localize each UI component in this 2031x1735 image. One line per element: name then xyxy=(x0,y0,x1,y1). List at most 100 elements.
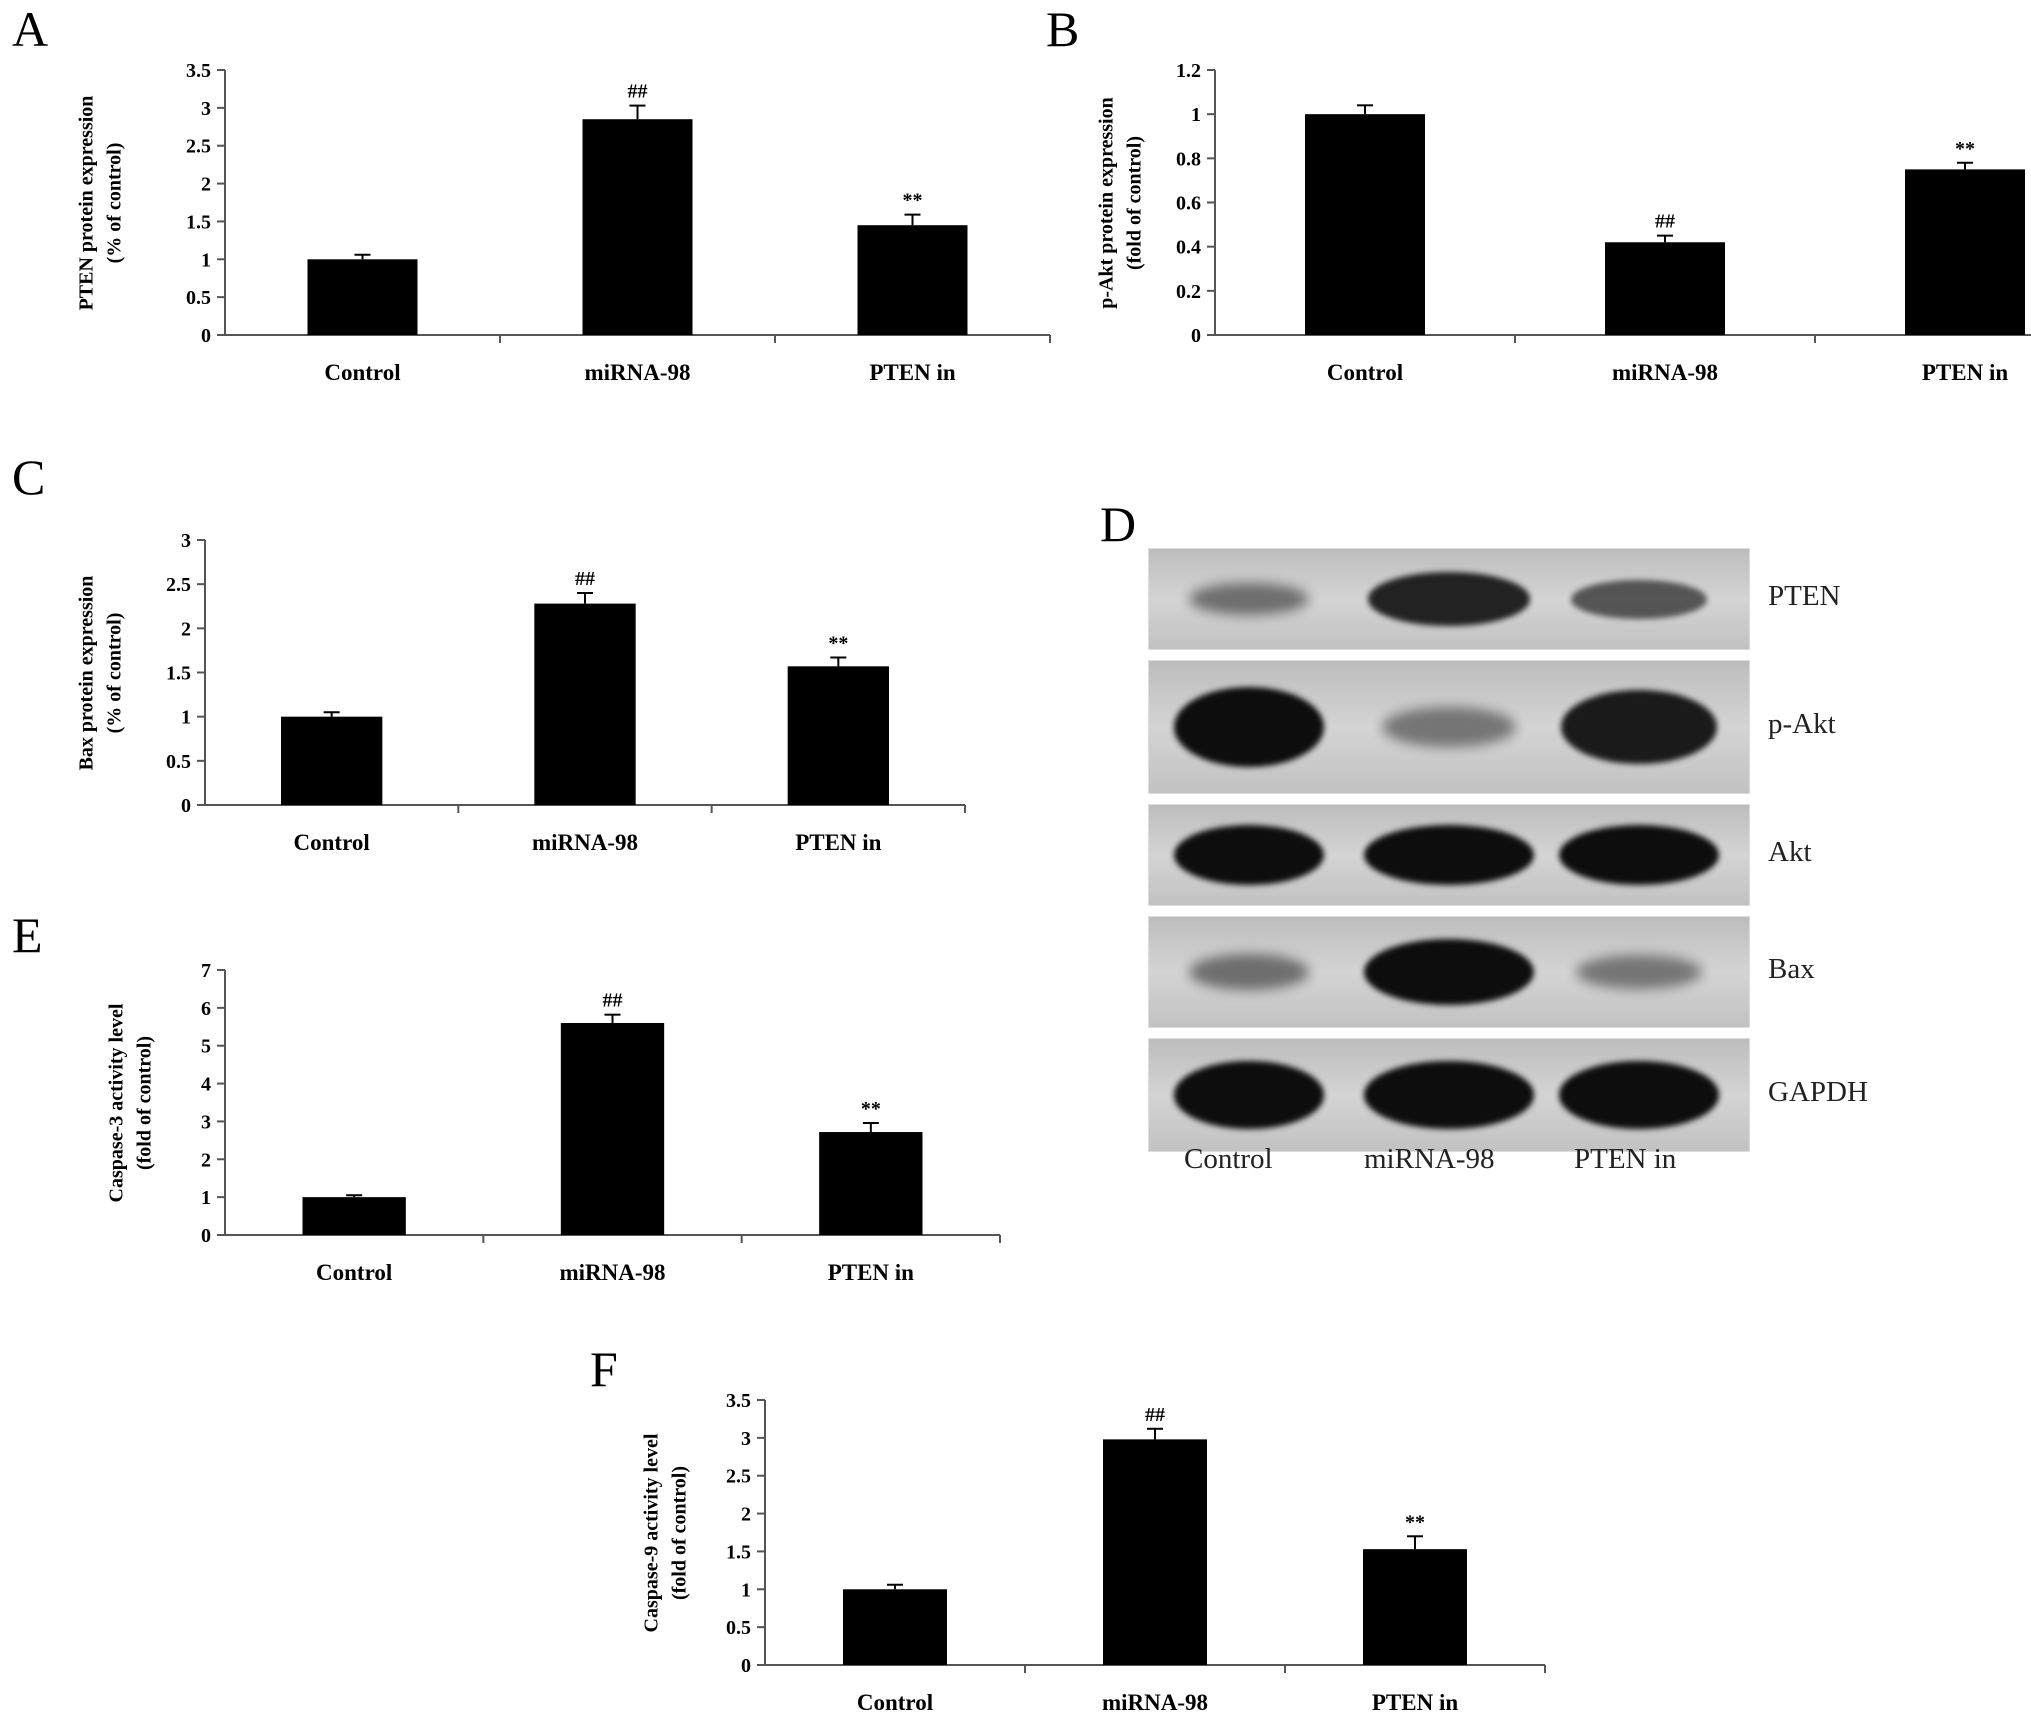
y-tick-label: 1.2 xyxy=(1176,60,1201,82)
significance-marker: ** xyxy=(1955,138,1975,160)
blot-strip xyxy=(1148,548,1750,650)
blot-band xyxy=(1364,825,1534,885)
significance-marker: ** xyxy=(828,632,848,654)
blot-band xyxy=(1559,825,1719,885)
y-tick-label: 0.6 xyxy=(1176,193,1201,215)
blot-lane-label: Control xyxy=(1184,1143,1273,1175)
y-tick-label: 1.5 xyxy=(186,211,211,233)
y-tick-label: 0.8 xyxy=(1176,148,1201,170)
blot-strip xyxy=(1148,1038,1750,1152)
blot-band xyxy=(1561,690,1717,764)
y-tick-label: 1 xyxy=(201,1187,211,1209)
bar xyxy=(302,1197,406,1235)
y-tick-label: 2.5 xyxy=(726,1466,751,1488)
panel-letter-b: B xyxy=(1046,1,1080,57)
x-category-label: PTEN in xyxy=(1372,1690,1458,1715)
significance-marker: ** xyxy=(1405,1511,1425,1533)
y-tick-label: 3 xyxy=(741,1428,751,1450)
significance-marker: ## xyxy=(575,568,595,590)
y-tick-label: 3 xyxy=(201,1111,211,1133)
blot-strip xyxy=(1148,660,1750,794)
y-tick-label: 6 xyxy=(201,998,211,1020)
bar-chart-svg: 0 1 2 3 4 5 6 7 Control ## miRNA-98 ** PTEN in xyxy=(201,960,1001,1285)
blot-band xyxy=(1188,582,1310,616)
panel-letter-d: D xyxy=(1100,496,1137,552)
y-tick-label: 1 xyxy=(201,249,211,271)
blot-protein-label: PTEN xyxy=(1768,580,1841,612)
bar xyxy=(1103,1439,1207,1665)
y-tick-label: 0.2 xyxy=(1176,281,1201,303)
blot-band xyxy=(1188,954,1310,990)
y-tick-label: 1.5 xyxy=(726,1541,751,1563)
x-category-label: Control xyxy=(316,1260,392,1285)
blot-lane-label: miRNA-98 xyxy=(1364,1143,1495,1175)
x-category-label: Control xyxy=(857,1690,933,1715)
y-tick-label: 2 xyxy=(741,1504,751,1526)
chart-b-pakt-expression: p-Akt protein expression (fold of control… xyxy=(1080,60,2031,405)
blot-band xyxy=(1364,939,1534,1005)
y-tick-label: 0.5 xyxy=(166,751,191,773)
blot-band xyxy=(1575,955,1703,989)
panel-letter-a: A xyxy=(12,1,49,57)
significance-marker: ** xyxy=(903,190,923,212)
blot-band xyxy=(1381,706,1517,748)
blot-strip xyxy=(1148,804,1750,906)
x-category-label: PTEN in xyxy=(869,360,955,385)
blot-band xyxy=(1559,1061,1719,1129)
y-tick-label: 1 xyxy=(1191,104,1201,126)
y-tick-label: 0 xyxy=(181,795,191,817)
y-tick-label: 0 xyxy=(201,1225,211,1247)
bar xyxy=(787,666,889,805)
bar xyxy=(534,603,636,805)
y-tick-label: 0 xyxy=(741,1655,751,1677)
chart-e-caspase3-activity: Caspase-3 activity level (fold of control… xyxy=(90,960,1010,1305)
panel-letter-f: F xyxy=(590,1341,618,1397)
x-category-label: miRNA-98 xyxy=(1102,1690,1208,1715)
bar xyxy=(560,1023,665,1235)
panel-letter-c: C xyxy=(12,449,46,505)
significance-marker: ## xyxy=(628,81,648,103)
y-tick-label: 2.5 xyxy=(166,574,191,596)
y-tick-label: 0 xyxy=(201,325,211,347)
bar xyxy=(582,119,693,335)
x-category-label: miRNA-98 xyxy=(559,1260,665,1285)
western-blot-panel: PTEN p-Akt Akt Bax GAPDH Control miRNA-98 PTEN … xyxy=(1144,548,1914,1188)
y-tick-label: 3.5 xyxy=(726,1390,751,1412)
blot-band xyxy=(1364,1061,1534,1129)
chart-c-bax-expression: Bax protein expression (% of control) 0 0.5… xyxy=(60,530,975,875)
chart-a-pten-expression: PTEN protein expression (% of control) 0 0.… xyxy=(60,60,1060,405)
x-category-label: Control xyxy=(294,830,370,855)
bar xyxy=(857,225,968,335)
x-category-label: miRNA-98 xyxy=(1612,360,1718,385)
chart-f-caspase9-activity: Caspase-9 activity level (fold of control… xyxy=(625,1390,1555,1735)
y-tick-label: 4 xyxy=(201,1074,211,1096)
blot-lane-label: PTEN in xyxy=(1574,1143,1677,1175)
bar xyxy=(843,1589,947,1665)
x-category-label: PTEN in xyxy=(828,1260,914,1285)
y-tick-label: 7 xyxy=(201,960,211,982)
y-tick-label: 2 xyxy=(181,618,191,640)
y-tick-label: 0.5 xyxy=(186,287,211,309)
bar-chart-svg: 0 0.5 1 1.5 2 2.5 3 Control ## miRNA-98 ** PTEN in xyxy=(166,530,966,855)
significance-marker: ## xyxy=(1655,211,1675,233)
y-tick-label: 0.5 xyxy=(726,1617,751,1639)
x-category-label: Control xyxy=(1327,360,1403,385)
blot-band xyxy=(1571,579,1707,619)
blot-protein-label: Akt xyxy=(1768,836,1812,868)
blot-band xyxy=(1174,825,1324,885)
x-category-label: Control xyxy=(324,360,400,385)
bar-chart-svg: 0 0.2 0.4 0.6 0.8 1 1.2 Control ## miRNA-98 ** PTEN… xyxy=(1176,60,2031,385)
significance-marker: ** xyxy=(861,1098,881,1120)
blot-band xyxy=(1174,1061,1324,1129)
x-category-label: PTEN in xyxy=(1922,360,2008,385)
bar-chart-svg: 0 0.5 1 1.5 2 2.5 3 3.5 Control ## miRNA-98 ** PTEN … xyxy=(186,60,1051,385)
bar xyxy=(307,259,418,335)
y-tick-label: 1 xyxy=(741,1579,751,1601)
blot-band xyxy=(1174,687,1324,767)
blot-strip xyxy=(1148,916,1750,1028)
bar-chart-svg: 0 0.5 1 1.5 2 2.5 3 3.5 Control ## miRNA-98 ** PTEN … xyxy=(726,1390,1546,1715)
y-tick-label: 5 xyxy=(201,1036,211,1058)
y-tick-label: 3.5 xyxy=(186,60,211,82)
x-category-label: miRNA-98 xyxy=(532,830,638,855)
blot-protein-label: p-Akt xyxy=(1768,708,1836,740)
